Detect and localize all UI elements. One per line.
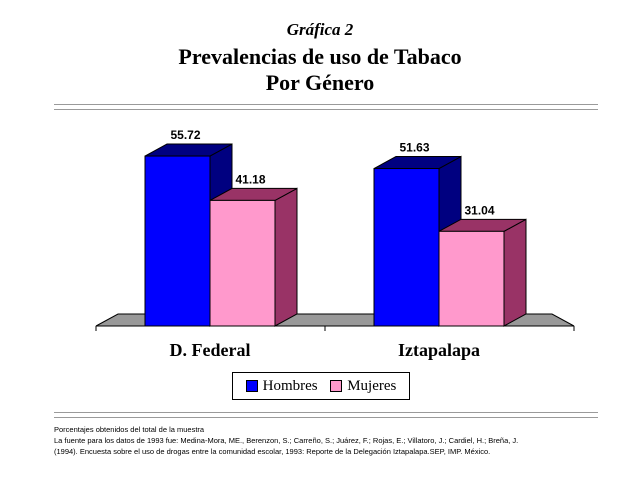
- legend-label-hombres: Hombres: [262, 377, 318, 394]
- data-label-hombres-0: 55.72: [170, 128, 200, 142]
- data-label-mujeres-0: 41.18: [235, 172, 265, 186]
- footnotes: Porcentajes obtenidos del total de la mu…: [54, 424, 614, 457]
- chart-title: Prevalencias de uso de Tabaco Por Género: [0, 44, 640, 96]
- chart-supertitle: Gráfica 2: [286, 20, 354, 39]
- bottom-divider: [54, 412, 598, 418]
- data-label-mujeres-1: 31.04: [464, 203, 494, 217]
- chart-title-line-1: Prevalencias de uso de Tabaco: [178, 44, 462, 69]
- legend-swatch-hombres: [245, 380, 258, 392]
- bar-mujeres-1: [438, 230, 505, 327]
- chart-legend: Hombres Mujeres: [232, 372, 410, 400]
- chart-title-line-2: Por Género: [265, 70, 375, 95]
- legend-label-mujeres: Mujeres: [347, 377, 397, 394]
- x-tick-label-0: D. Federal: [170, 340, 251, 360]
- legend-swatch-mujeres: [330, 380, 343, 392]
- legend-item-mujeres: Mujeres: [330, 378, 396, 395]
- footnote-1: Porcentajes obtenidos del total de la mu…: [54, 425, 205, 434]
- bar-mujeres-0: [209, 199, 276, 327]
- top-divider: [54, 104, 598, 110]
- footnote-2: La fuente para los datos de 1993 fue: Me…: [54, 436, 519, 445]
- bar-side-mujeres-1: [503, 218, 527, 327]
- bar-side-mujeres-0: [274, 187, 298, 327]
- footnote-3: (1994). Encuesta sobre el uso de drogas …: [54, 447, 491, 456]
- x-tick-label-1: Iztapalapa: [398, 340, 480, 360]
- bar-hombres-0: [144, 155, 211, 327]
- bar-hombres-1: [373, 168, 440, 327]
- legend-item-hombres: Hombres: [245, 377, 318, 395]
- data-label-hombres-1: 51.63: [399, 141, 429, 155]
